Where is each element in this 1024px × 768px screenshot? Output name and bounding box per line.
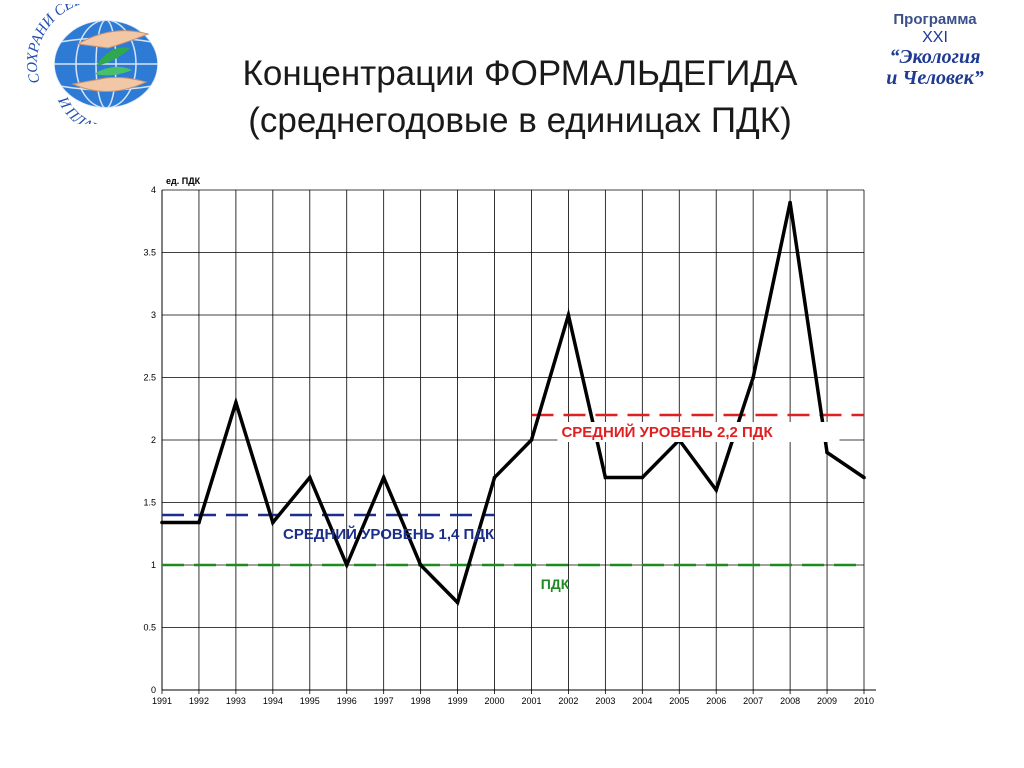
x-tick-label: 2000	[485, 696, 505, 706]
x-tick-label: 1998	[411, 696, 431, 706]
data-point	[788, 200, 792, 205]
data-point	[751, 375, 755, 380]
x-tick-label: 1992	[189, 696, 209, 706]
leaf-icon	[96, 47, 130, 66]
program-name-line1: “Экология	[889, 46, 981, 68]
x-tick-label: 1995	[300, 696, 320, 706]
page-title: Концентрации ФОРМАЛЬДЕГИДА (среднегодовы…	[170, 50, 870, 144]
y-tick-label: 1	[151, 560, 156, 570]
title-line-1: Концентрации ФОРМАЛЬДЕГИДА	[242, 54, 798, 93]
x-tick-label: 2008	[780, 696, 800, 706]
x-tick-label: 1991	[152, 696, 172, 706]
reference-label: СРЕДНИЙ УРОВЕНЬ 2,2 ПДК	[561, 423, 773, 441]
x-tick-label: 2004	[632, 696, 652, 706]
y-tick-label: 2.5	[143, 373, 156, 383]
grid	[162, 189, 865, 690]
x-tick-label: 1999	[448, 696, 468, 706]
leaf-icon	[94, 66, 132, 76]
program-century: XXI	[922, 29, 948, 46]
y-tick-label: 2	[151, 435, 156, 445]
y-tick-label: 3.5	[143, 248, 156, 258]
data-point	[234, 400, 238, 405]
x-tick-label: 2001	[521, 696, 541, 706]
y-tick-label: 0	[151, 685, 156, 695]
y-axis-unit-label: ед. ПДК	[166, 176, 201, 186]
hand-icon	[71, 77, 148, 93]
data-point	[640, 475, 645, 480]
data-point	[344, 563, 349, 567]
data-point	[492, 475, 497, 480]
series-line	[162, 202, 865, 606]
x-tick-label: 2009	[817, 696, 837, 706]
x-tick-label: 1994	[263, 696, 283, 706]
x-tick-label: 1993	[226, 696, 246, 706]
x-tick-label: 2003	[595, 696, 615, 706]
x-tick-label: 1996	[337, 696, 357, 706]
program-logo: Программа XXI “Экология и Человек”	[860, 10, 1010, 89]
x-tick-label: 2002	[558, 696, 578, 706]
reference-lines	[162, 413, 864, 567]
x-tick-label: 1997	[374, 696, 394, 706]
data-point	[160, 520, 164, 525]
data-point	[197, 520, 201, 525]
y-tick-label: 1.5	[143, 498, 156, 508]
y-tick-label: 0.5	[143, 623, 156, 633]
globe-hands-logo: СОХРАНИ СЕБЯ И ПЛАНЕТУ	[25, 4, 159, 124]
data-point	[603, 475, 608, 480]
reference-label: СРЕДНИЙ УРОВЕНЬ 1,4 ПДК	[283, 525, 495, 543]
data-point	[455, 600, 460, 605]
data-point	[418, 563, 423, 567]
data-point	[307, 475, 312, 480]
data-point	[381, 475, 386, 480]
data-point	[529, 438, 534, 442]
data-point	[271, 520, 275, 525]
x-tick-label: 2006	[706, 696, 726, 706]
title-line-2: (среднегодовые в единицах ПДК)	[248, 101, 792, 140]
y-tick-label: 3	[151, 310, 156, 320]
program-label: Программа	[893, 11, 977, 28]
reference-label: ПДК	[541, 576, 570, 592]
data-point	[714, 488, 719, 492]
series	[160, 200, 866, 606]
data-point	[862, 475, 866, 480]
data-point	[825, 450, 829, 455]
reference-label-bg	[557, 422, 840, 442]
x-tick-label: 2010	[854, 696, 874, 706]
x-tick-label: 2005	[669, 696, 689, 706]
axes: 0 0.5 1 1.5 2 2.5 3 3.5 4 1991 1992 1993 1994 1995 199…	[143, 176, 876, 706]
y-tick-label: 4	[151, 185, 156, 195]
program-name-line2: и Человек”	[886, 67, 984, 89]
data-point	[566, 313, 571, 317]
x-tick-label: 2007	[743, 696, 763, 706]
hand-icon	[76, 30, 150, 49]
labels: СРЕДНИЙ УРОВЕНЬ 1,4 ПДК СРЕДНИЙ УРОВЕНЬ 2…	[283, 422, 840, 592]
